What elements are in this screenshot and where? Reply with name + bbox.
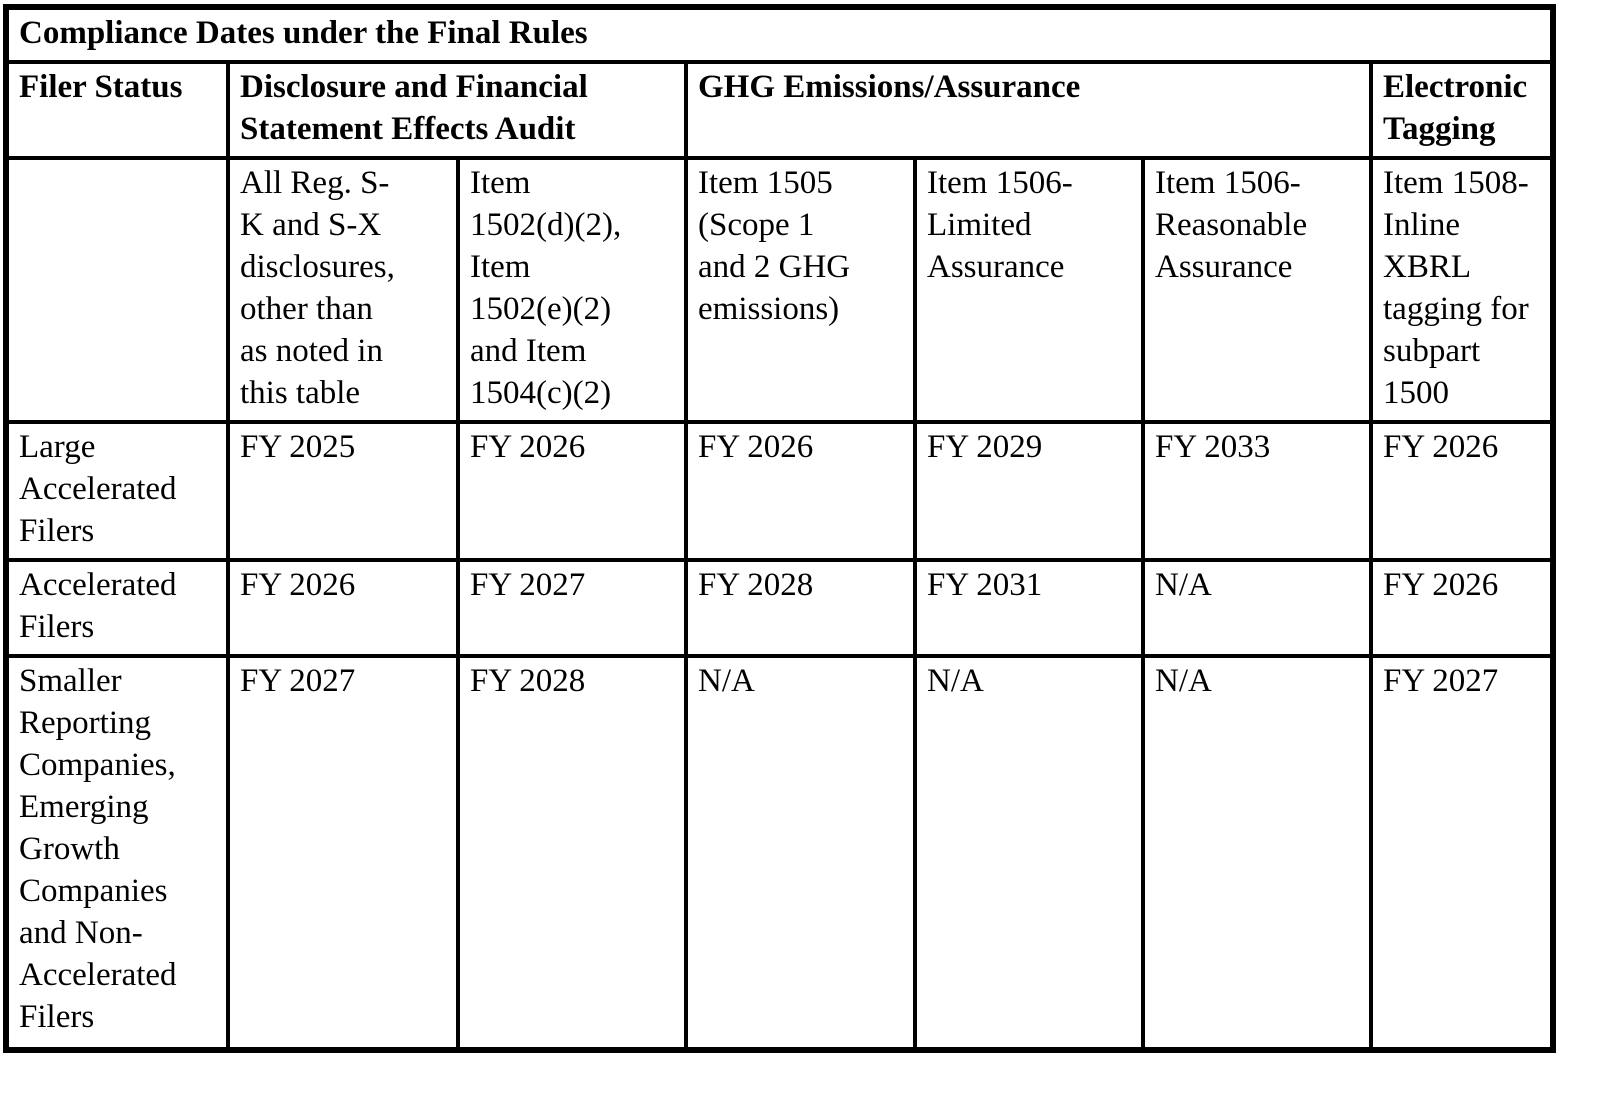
compliance-date-cell: FY 2025 [226,420,460,562]
subheader-item-1505-scope-emissions: Item 1505 (Scope 1 and 2 GHG emissions) [684,156,917,424]
compliance-date-cell: FY 2026 [1369,420,1555,562]
subheader-item-1506-limited-assurance: Item 1506- Limited Assurance [913,156,1145,424]
subheader-reg-sk-sx-disclosures: All Reg. S- K and S-X disclosures, other… [226,156,460,424]
compliance-date-cell: FY 2027 [1369,654,1555,1052]
table-header-row: Filer Status Disclosure and Financial St… [4,60,1555,160]
compliance-date-cell: FY 2033 [1141,420,1373,562]
compliance-date-cell: FY 2026 [684,420,917,562]
compliance-date-cell: FY 2026 [456,420,688,562]
compliance-date-cell: FY 2027 [226,654,460,1052]
compliance-date-cell: FY 2026 [1369,558,1555,658]
compliance-date-cell: FY 2026 [226,558,460,658]
table-title: Compliance Dates under the Final Rules [4,5,1555,64]
table-row-large-accelerated-filers: Large Accelerated Filers FY 2025 FY 2026… [4,420,1555,562]
header-disclosure-financial-audit: Disclosure and Financial Statement Effec… [226,60,688,160]
table-row-accelerated-filers: Accelerated Filers FY 2026 FY 2027 FY 20… [4,558,1555,658]
compliance-date-cell: FY 2028 [684,558,917,658]
subheader-item-1508-inline-xbrl: Item 1508- Inline XBRL tagging for subpa… [1369,156,1555,424]
row-label: Smaller Reporting Companies, Emerging Gr… [4,654,230,1052]
row-label: Large Accelerated Filers [4,420,230,562]
compliance-date-cell: N/A [913,654,1145,1052]
table-subheader-row: All Reg. S- K and S-X disclosures, other… [4,156,1555,424]
subheader-item-1506-reasonable-assurance: Item 1506- Reasonable Assurance [1141,156,1373,424]
compliance-date-cell: FY 2031 [913,558,1145,658]
header-ghg-emissions-assurance: GHG Emissions/Assurance [684,60,1373,160]
compliance-date-cell: N/A [1141,654,1373,1052]
compliance-date-cell: FY 2029 [913,420,1145,562]
compliance-date-cell: N/A [684,654,917,1052]
compliance-date-cell: FY 2027 [456,558,688,658]
compliance-date-cell: N/A [1141,558,1373,658]
subheader-items-1502-1504: Item 1502(d)(2), Item 1502(e)(2) and Ite… [456,156,688,424]
header-electronic-tagging: Electronic Tagging [1369,60,1555,160]
table-row-smaller-reporting-companies: Smaller Reporting Companies, Emerging Gr… [4,654,1555,1052]
table-title-row: Compliance Dates under the Final Rules [4,5,1555,64]
row-label: Accelerated Filers [4,558,230,658]
subheader-empty-cell [4,156,230,424]
compliance-dates-table: Compliance Dates under the Final Rules F… [3,4,1556,1053]
compliance-date-cell: FY 2028 [456,654,688,1052]
header-filer-status: Filer Status [4,60,230,160]
